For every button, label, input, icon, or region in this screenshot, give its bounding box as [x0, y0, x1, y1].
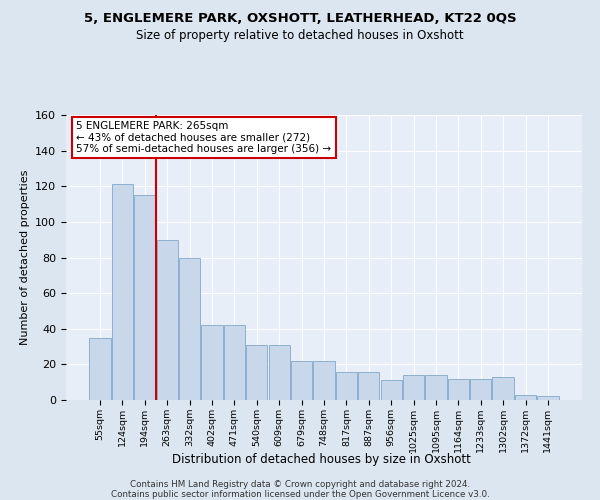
Bar [179, 258, 200, 400]
Bar [269, 345, 290, 400]
Bar [89, 338, 111, 400]
Bar [425, 375, 446, 400]
Bar [246, 345, 268, 400]
Bar [291, 361, 312, 400]
Y-axis label: Number of detached properties: Number of detached properties [20, 170, 29, 345]
Text: Contains HM Land Registry data © Crown copyright and database right 2024.: Contains HM Land Registry data © Crown c… [130, 480, 470, 489]
Bar [358, 372, 379, 400]
Bar [403, 375, 424, 400]
Bar [515, 394, 536, 400]
Bar [202, 325, 223, 400]
Bar [448, 378, 469, 400]
Bar [313, 361, 335, 400]
Bar [470, 378, 491, 400]
Bar [380, 380, 402, 400]
Text: 5 ENGLEMERE PARK: 265sqm
← 43% of detached houses are smaller (272)
57% of semi-: 5 ENGLEMERE PARK: 265sqm ← 43% of detach… [76, 120, 331, 154]
Text: Distribution of detached houses by size in Oxshott: Distribution of detached houses by size … [172, 452, 470, 466]
Bar [224, 325, 245, 400]
Text: Size of property relative to detached houses in Oxshott: Size of property relative to detached ho… [136, 29, 464, 42]
Text: Contains public sector information licensed under the Open Government Licence v3: Contains public sector information licen… [110, 490, 490, 499]
Text: 5, ENGLEMERE PARK, OXSHOTT, LEATHERHEAD, KT22 0QS: 5, ENGLEMERE PARK, OXSHOTT, LEATHERHEAD,… [83, 12, 517, 26]
Bar [112, 184, 133, 400]
Bar [336, 372, 357, 400]
Bar [157, 240, 178, 400]
Bar [493, 377, 514, 400]
Bar [537, 396, 559, 400]
Bar [134, 195, 155, 400]
